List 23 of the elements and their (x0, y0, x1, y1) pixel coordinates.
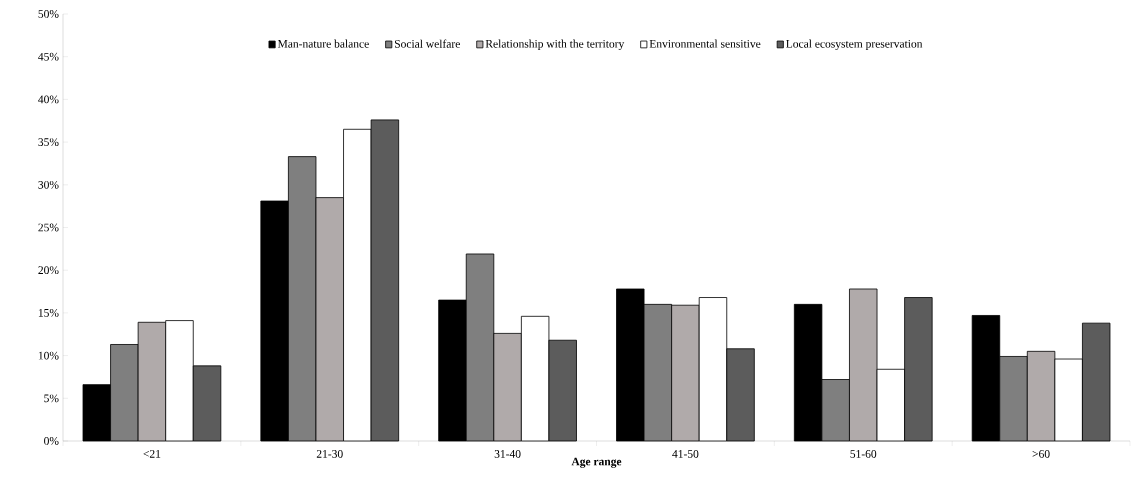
y-tick-label: 35% (38, 138, 59, 146)
y-tick-label: 10% (38, 351, 59, 360)
x-tick-label: 51-60 (850, 450, 877, 458)
y-tick-label: 0% (44, 437, 59, 445)
legend-label: Social welfare (394, 39, 460, 48)
y-tick-label: 45% (38, 52, 59, 61)
x-tick-label: 41-50 (672, 450, 699, 458)
legend-label: Local ecosystem preservation (786, 39, 923, 51)
x-tick-label: >60 (1032, 450, 1050, 458)
legend-label: Environmental sensitive (649, 39, 761, 48)
y-tick-label: 40% (38, 95, 59, 104)
y-tick-label: 15% (38, 309, 59, 317)
y-tick-label: 5% (44, 394, 59, 403)
y-tick-label: 25% (38, 223, 59, 232)
legend-label: Man-nature balance (277, 39, 369, 48)
x-tick-label: 21-30 (316, 450, 343, 458)
x-axis-title: Age range (571, 457, 622, 468)
x-tick-label: 31-40 (494, 450, 521, 458)
y-tick-label: 50% (38, 10, 59, 18)
legend-label: Relationship with the territory (485, 39, 625, 51)
y-tick-label: 20% (38, 266, 59, 275)
x-tick-label: <21 (143, 450, 161, 458)
y-tick-label: 30% (38, 180, 59, 189)
